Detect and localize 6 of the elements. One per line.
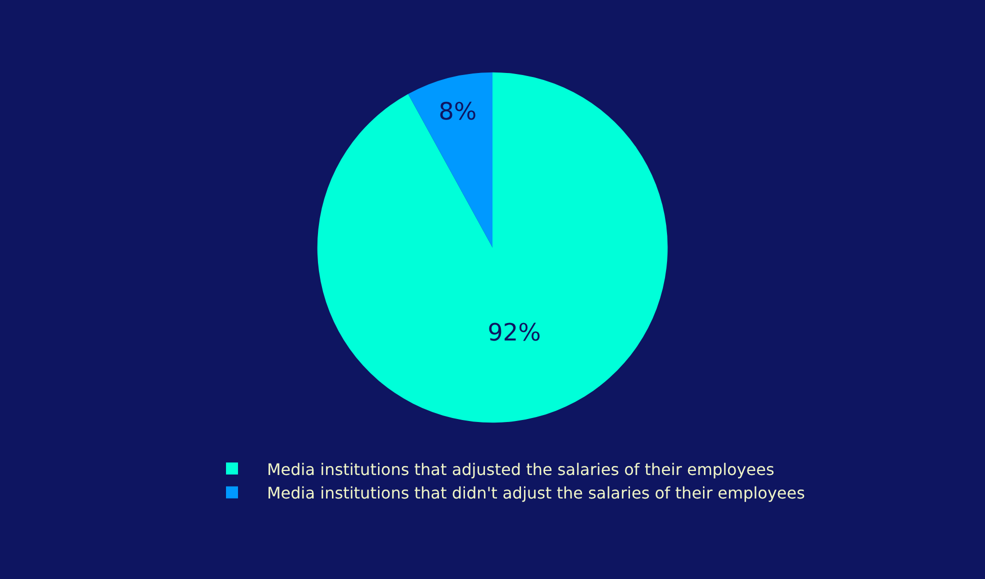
- legend-label: Media institutions that didn't adjust the salaries of their employees: [267, 484, 805, 503]
- pie-slice: [317, 72, 668, 422]
- data-label: 92%: [488, 318, 541, 346]
- pie-slice: [408, 72, 492, 248]
- legend-label: Media institutions that adjusted the salaries of their employees: [267, 460, 774, 479]
- data-label: 8%: [438, 98, 477, 126]
